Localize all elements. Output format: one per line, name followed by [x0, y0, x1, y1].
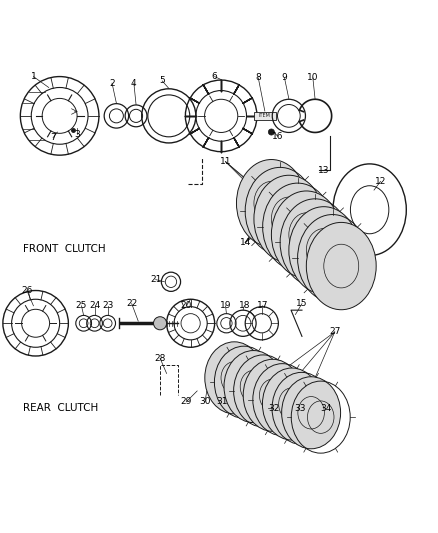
Text: 17: 17 [257, 301, 268, 310]
Text: FRONT  CLUTCH: FRONT CLUTCH [22, 244, 105, 254]
Text: 24: 24 [89, 301, 100, 310]
Ellipse shape [262, 368, 321, 440]
Text: 13: 13 [318, 166, 329, 175]
Ellipse shape [224, 351, 283, 423]
Ellipse shape [282, 377, 341, 449]
Text: 33: 33 [294, 404, 306, 413]
Text: 31: 31 [217, 397, 228, 406]
Text: 1: 1 [31, 72, 36, 81]
Text: 14: 14 [240, 238, 251, 247]
Text: 23: 23 [102, 301, 113, 310]
Text: 11: 11 [220, 157, 231, 166]
Text: 19: 19 [220, 301, 231, 310]
Circle shape [153, 317, 166, 330]
Text: 29: 29 [180, 397, 192, 406]
Text: 30: 30 [199, 397, 211, 406]
Text: 27: 27 [329, 327, 340, 336]
Text: 32: 32 [268, 404, 279, 413]
Ellipse shape [272, 191, 341, 278]
Text: 9: 9 [282, 74, 287, 83]
Ellipse shape [254, 175, 324, 263]
Text: 7: 7 [50, 133, 56, 142]
Text: 3: 3 [74, 130, 80, 139]
Ellipse shape [289, 207, 359, 294]
Text: 28: 28 [154, 354, 166, 362]
Text: 25: 25 [76, 301, 87, 310]
Text: 4: 4 [131, 79, 137, 87]
Text: ITEM: ITEM [259, 114, 271, 118]
Text: 18: 18 [239, 301, 250, 310]
Text: 6: 6 [212, 72, 218, 81]
Text: 5: 5 [159, 76, 165, 85]
Circle shape [268, 129, 275, 135]
Ellipse shape [243, 359, 302, 431]
Text: 34: 34 [320, 404, 332, 413]
Text: 21: 21 [150, 275, 161, 284]
Text: 2: 2 [109, 79, 115, 87]
Ellipse shape [237, 159, 306, 247]
Text: 16: 16 [272, 132, 284, 141]
Text: 26: 26 [21, 286, 32, 295]
Text: 15: 15 [296, 299, 308, 308]
Ellipse shape [306, 222, 376, 310]
Text: 20: 20 [180, 301, 192, 310]
Text: 10: 10 [307, 74, 318, 83]
Text: 22: 22 [126, 299, 137, 308]
Text: REAR  CLUTCH: REAR CLUTCH [22, 403, 98, 414]
Bar [254, 111, 276, 120]
Text: 8: 8 [255, 74, 261, 83]
Ellipse shape [205, 342, 264, 414]
Text: 12: 12 [375, 177, 386, 186]
